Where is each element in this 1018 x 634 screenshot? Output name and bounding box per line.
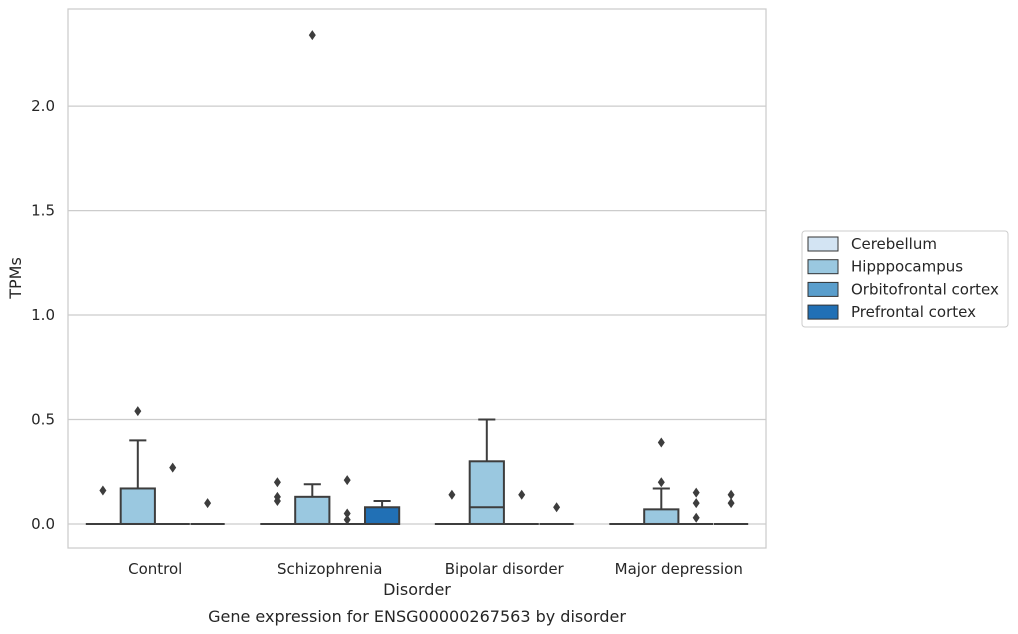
box-cerebellum xyxy=(434,489,470,525)
box-hipppocampus xyxy=(119,406,156,525)
box-orbitofrontal-cortex xyxy=(155,462,190,525)
outlier-point xyxy=(343,508,351,519)
legend-swatch xyxy=(807,236,839,252)
y-tick-label: 0.0 xyxy=(31,515,55,533)
legend-label: Prefrontal cortex xyxy=(851,303,976,321)
chart-title: Gene expression for ENSG00000267563 by d… xyxy=(208,607,626,626)
x-tick-labels: Control Schizophrenia Bipolar disorder Majo… xyxy=(128,560,743,578)
box-prefrontal-cortex xyxy=(539,502,574,525)
legend-swatch xyxy=(807,281,839,297)
box-orbitofrontal-cortex xyxy=(330,475,365,525)
x-axis-title: Disorder xyxy=(383,580,451,599)
legend-label: Hipppocampus xyxy=(851,258,963,276)
box-orbitofrontal-cortex xyxy=(504,489,539,525)
outlier-point xyxy=(692,487,700,498)
x-tick-label: Schizophrenia xyxy=(277,560,382,578)
legend-frame xyxy=(801,230,1009,328)
outlier-point xyxy=(273,477,281,488)
outlier-point xyxy=(657,477,665,488)
outlier-point xyxy=(692,498,700,509)
outlier-point xyxy=(99,485,107,496)
outlier-point xyxy=(692,512,700,523)
legend-swatch xyxy=(807,304,839,320)
box-body xyxy=(643,508,680,525)
box-layer xyxy=(85,30,749,525)
plot-area-frame xyxy=(67,8,767,549)
box-prefrontal-cortex xyxy=(190,498,225,525)
y-axis-title: TPMs xyxy=(6,257,25,300)
outlier-point xyxy=(727,489,735,500)
outlier-point xyxy=(657,437,665,448)
box-orbitofrontal-cortex xyxy=(679,487,714,525)
outlier-point xyxy=(343,475,351,486)
legend-swatch xyxy=(807,259,839,275)
outlier-point xyxy=(343,514,351,525)
y-tick-label: 0.5 xyxy=(31,411,55,429)
box-body xyxy=(119,487,156,525)
y-tick-label: 2.0 xyxy=(31,97,55,115)
box-prefrontal-cortex xyxy=(713,489,749,525)
box-cerebellum xyxy=(260,477,295,525)
outlier-point xyxy=(134,406,142,417)
box-body xyxy=(468,460,505,525)
x-tick-label: Control xyxy=(128,560,182,578)
outlier-point xyxy=(308,30,316,41)
legend-label: Cerebellum xyxy=(851,235,937,253)
x-tick-label: Major depression xyxy=(615,560,743,578)
box-cerebellum xyxy=(85,485,121,525)
box-hipppocampus xyxy=(643,437,680,525)
box-body xyxy=(363,506,401,525)
box-prefrontal-cortex xyxy=(363,499,401,525)
grid-lines xyxy=(68,105,766,525)
outlier-point xyxy=(727,498,735,509)
y-tick-labels: 0.0 0.5 1.0 1.5 2.0 xyxy=(31,97,55,533)
x-tick-label: Bipolar disorder xyxy=(445,560,565,578)
y-tick-label: 1.0 xyxy=(31,306,55,324)
outlier-point xyxy=(448,489,456,500)
box-hipppocampus xyxy=(294,30,331,525)
legend-label: Orbitofrontal cortex xyxy=(851,280,999,298)
outlier-point xyxy=(553,502,561,513)
outlier-point xyxy=(204,498,212,509)
legend: Cerebellum Hipppocampus Orbitofrontal cort… xyxy=(801,230,1009,328)
y-tick-label: 1.5 xyxy=(31,202,55,220)
box-hipppocampus xyxy=(468,418,505,525)
outlier-point xyxy=(169,462,177,473)
box-body xyxy=(294,495,331,525)
outlier-point xyxy=(518,489,526,500)
outlier-point xyxy=(273,491,281,502)
